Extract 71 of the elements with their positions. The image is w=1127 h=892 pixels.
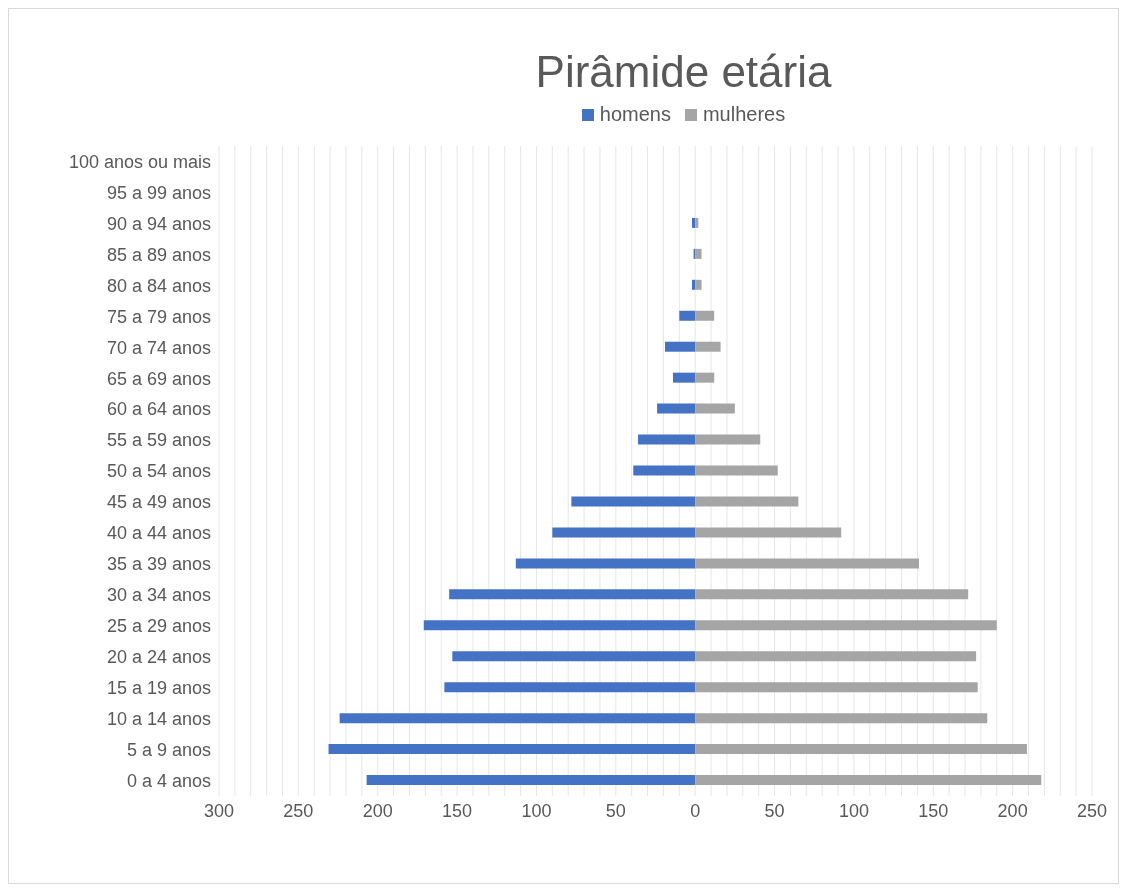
bar xyxy=(695,775,1042,786)
bar xyxy=(423,620,696,631)
y-tick-label: 60 a 64 anos xyxy=(106,399,211,420)
bar xyxy=(328,744,696,755)
bar xyxy=(672,372,696,383)
bar xyxy=(452,651,696,662)
y-tick-label: 45 a 49 anos xyxy=(106,492,211,513)
bar xyxy=(695,341,721,352)
y-tick-label: 70 a 74 anos xyxy=(106,337,211,358)
legend-label: homens xyxy=(598,103,671,126)
x-tick-label: 100 xyxy=(521,800,552,821)
bar xyxy=(449,589,696,600)
y-tick-label: 30 a 34 anos xyxy=(106,585,211,606)
x-tick-label: 300 xyxy=(203,800,235,821)
bar xyxy=(695,434,761,445)
bar xyxy=(695,527,842,538)
y-tick-label: 10 a 14 anos xyxy=(106,709,211,730)
x-tick-label: 200 xyxy=(997,800,1028,821)
bar xyxy=(657,403,696,414)
y-tick-label: 0 a 4 anos xyxy=(126,770,211,791)
legend-label: mulheres xyxy=(701,103,786,126)
bar xyxy=(444,682,696,693)
y-tick-label: 65 a 69 anos xyxy=(106,368,211,389)
bar xyxy=(695,310,715,321)
bar xyxy=(695,651,977,662)
bar xyxy=(695,248,702,259)
x-tick-label: 200 xyxy=(362,800,393,821)
y-tick-label: 40 a 44 anos xyxy=(106,523,211,544)
bar xyxy=(695,465,778,476)
bar xyxy=(695,744,1027,755)
bar xyxy=(695,558,919,569)
y-tick-label: 80 a 84 anos xyxy=(106,275,211,296)
x-tick-label: 150 xyxy=(918,800,949,821)
x-tick-label: 0 xyxy=(690,800,701,821)
y-tick-label: 35 a 39 anos xyxy=(106,554,211,575)
x-tick-label: 100 xyxy=(838,800,869,821)
y-tick-label: 95 a 99 anos xyxy=(106,182,211,203)
bar xyxy=(638,434,696,445)
bar xyxy=(552,527,696,538)
y-tick-label: 25 a 29 anos xyxy=(106,616,211,637)
chart-title: Pirâmide etária xyxy=(534,47,833,97)
bar xyxy=(339,713,696,724)
y-tick-label: 55 a 59 anos xyxy=(106,430,211,451)
bar xyxy=(695,682,978,693)
bar xyxy=(695,279,702,290)
bar xyxy=(515,558,696,569)
bar xyxy=(695,372,715,383)
bar xyxy=(665,341,696,352)
y-tick-label: 85 a 89 anos xyxy=(106,244,211,265)
y-tick-label: 5 a 9 anos xyxy=(126,739,211,760)
bar xyxy=(633,465,696,476)
y-tick-label: 15 a 19 anos xyxy=(106,678,211,699)
bar xyxy=(695,589,969,600)
bar xyxy=(695,713,988,724)
bar xyxy=(695,620,997,631)
bar xyxy=(366,775,696,786)
x-tick-label: 50 xyxy=(605,800,626,821)
bar xyxy=(679,310,696,321)
bar xyxy=(692,279,696,290)
x-tick-label: 50 xyxy=(764,800,785,821)
y-tick-label: 90 a 94 anos xyxy=(106,213,211,234)
x-tick-label: 250 xyxy=(1076,800,1108,821)
x-tick-label: 150 xyxy=(442,800,473,821)
bar xyxy=(695,403,735,414)
bar xyxy=(571,496,696,507)
y-tick-label: 100 anos ou mais xyxy=(68,151,211,172)
y-tick-label: 20 a 24 anos xyxy=(106,647,211,668)
y-tick-label: 50 a 54 anos xyxy=(106,461,211,482)
y-tick-label: 75 a 79 anos xyxy=(106,306,211,327)
x-tick-label: 250 xyxy=(283,800,314,821)
bar xyxy=(695,496,799,507)
